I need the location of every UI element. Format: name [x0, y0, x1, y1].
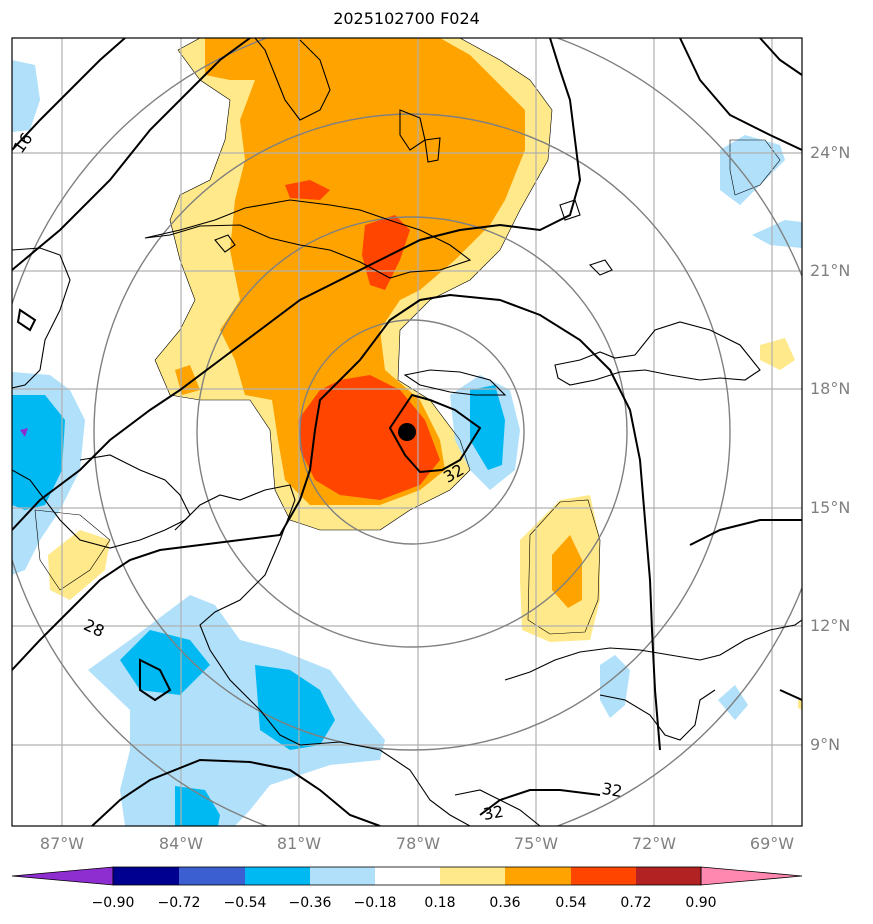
colorbar-frame	[112, 866, 702, 886]
colorbar-bin-1	[113, 867, 179, 885]
lat-label-15n: 15°N	[810, 498, 851, 517]
shading-cyan	[12, 385, 505, 826]
shading-outlines	[34, 38, 781, 635]
colorbar-label-1: −0.90	[91, 895, 135, 911]
colorbar-label-4: −0.36	[288, 895, 332, 911]
lon-label-78w: 78°W	[395, 834, 441, 853]
lat-label-21n: 21°N	[810, 261, 851, 280]
contour-label-32b: 32	[482, 802, 505, 824]
colorbar-max-extend	[700, 866, 803, 886]
storm-center-marker	[398, 423, 416, 441]
colorbar-min-extend	[11, 866, 114, 886]
map-plot-area	[12, 38, 802, 826]
colorbar-bin-3	[245, 867, 310, 885]
contour-label-32c: 32	[600, 779, 623, 801]
colorbar-label-5: −0.18	[353, 895, 397, 911]
colorbar-bin-7	[505, 867, 571, 885]
coastlines	[12, 38, 802, 826]
lon-label-75w: 75°W	[513, 834, 559, 853]
lon-label-72w: 72°W	[631, 834, 677, 853]
colorbar-label-6: 0.18	[424, 895, 456, 911]
lon-label-69w: 69°W	[749, 834, 795, 853]
map-frame	[11, 37, 803, 827]
colorbar-bin-8	[571, 867, 636, 885]
lat-label-18n: 18°N	[810, 379, 851, 398]
colorbar-label-3: −0.54	[223, 895, 267, 911]
lat-label-12n: 12°N	[810, 616, 851, 635]
lon-label-84w: 84°W	[158, 834, 204, 853]
lat-label-9n: 9°N	[810, 735, 841, 754]
colorbar-label-10: 0.90	[685, 895, 717, 911]
colorbar	[11, 866, 803, 886]
colorbar-bin-9	[636, 867, 701, 885]
range-circles	[12, 38, 802, 826]
grid-lines	[12, 38, 802, 826]
shading-purple	[20, 428, 28, 437]
lat-label-24n: 24°N	[810, 143, 851, 162]
colorbar-label-2: −0.72	[157, 895, 201, 911]
colorbar-bin-5	[375, 867, 440, 885]
lon-label-81w: 81°W	[276, 834, 322, 853]
colorbar-label-9: 0.72	[620, 895, 652, 911]
colorbar-bin-4	[310, 867, 375, 885]
lon-label-87w: 87°W	[39, 834, 85, 853]
colorbar-label-7: 0.36	[489, 895, 521, 911]
colorbar-label-8: 0.54	[555, 895, 587, 911]
bold-contours	[12, 38, 802, 826]
map-title: 2025102700 F024	[333, 9, 480, 28]
colorbar-bin-6	[440, 867, 505, 885]
colorbar-bin-2	[179, 867, 245, 885]
